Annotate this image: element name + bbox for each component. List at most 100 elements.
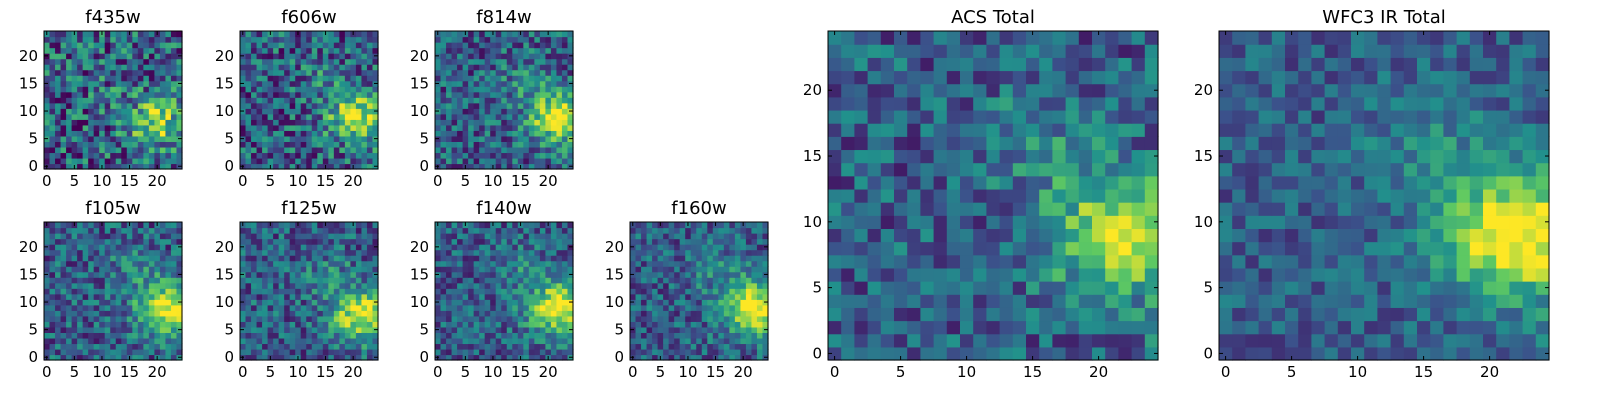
heatmap-cell [284, 124, 291, 131]
heatmap-cell [132, 343, 139, 350]
heatmap-cell [1078, 346, 1093, 361]
heatmap-cell [523, 238, 530, 245]
heatmap-cell [44, 255, 51, 262]
heatmap-cell [278, 58, 285, 65]
heatmap-cell [344, 108, 351, 115]
heatmap-cell [986, 162, 1001, 177]
heatmap-cell [126, 304, 133, 311]
heatmap-cell [154, 326, 161, 333]
heatmap-cell [646, 266, 653, 273]
heatmap-cell [273, 31, 280, 38]
heatmap-cell [60, 47, 67, 54]
heatmap-cell [240, 152, 247, 159]
heatmap-cell [479, 282, 486, 289]
heatmap-cell [317, 271, 324, 278]
heatmap-cell [126, 36, 133, 43]
heatmap-cell [630, 238, 637, 245]
heatmap-cell [630, 277, 637, 284]
heatmap-cell [1144, 281, 1159, 295]
heatmap-cell [361, 244, 368, 251]
heatmap-cell [317, 227, 324, 234]
heatmap-cell [490, 42, 497, 49]
heatmap-cell [473, 86, 480, 93]
heatmap-cell [986, 281, 1001, 295]
heatmap-cell [468, 227, 475, 234]
heatmap-cell [534, 36, 541, 43]
heatmap-cell [104, 91, 111, 98]
heatmap-cell [126, 343, 133, 350]
heatmap-cell [121, 86, 128, 93]
heatmap-cell [77, 310, 84, 317]
heatmap-cell [344, 271, 351, 278]
heatmap-cell [723, 348, 730, 356]
heatmap-cell [339, 337, 346, 345]
heatmap-cell [451, 124, 458, 131]
heatmap-cell [446, 299, 453, 306]
heatmap-cell [506, 244, 513, 251]
heatmap-cell [132, 260, 139, 267]
heatmap-cell [148, 58, 155, 65]
heatmap-cell [1131, 294, 1146, 308]
heatmap-cell [933, 320, 948, 335]
heatmap-cell [99, 299, 106, 306]
heatmap-cell [170, 163, 178, 170]
heatmap-cell [556, 86, 563, 93]
heatmap-cell [690, 332, 697, 339]
heatmap-cell [88, 75, 95, 82]
heatmap-cell [679, 288, 686, 295]
heatmap-cell [121, 163, 128, 170]
heatmap-cell [751, 271, 758, 278]
heatmap-cell [121, 47, 128, 54]
heatmap-cell [165, 310, 172, 317]
heatmap-cell [490, 244, 497, 251]
heatmap-cell [920, 294, 935, 308]
heatmap-cell [440, 36, 447, 43]
heatmap-cell [44, 141, 51, 148]
heatmap-cell [284, 321, 291, 328]
heatmap-cell [663, 277, 670, 284]
heatmap-cell [267, 102, 274, 109]
heatmap-cell [484, 75, 491, 82]
heatmap-cell [333, 299, 340, 306]
heatmap-cell [165, 69, 172, 76]
heatmap-cell [143, 354, 150, 361]
heatmap-cell [740, 299, 747, 306]
heatmap-cell [306, 233, 313, 240]
heatmap-cell [479, 266, 486, 273]
heatmap-cell [712, 277, 719, 284]
heatmap-cell [317, 86, 324, 93]
heatmap-cell [451, 152, 458, 159]
heatmap-cell [854, 333, 869, 348]
heatmap-cell [457, 31, 464, 38]
heatmap-cell [528, 135, 535, 142]
heatmap-cell [154, 348, 161, 356]
heatmap-cell [126, 64, 133, 71]
heatmap-cell [556, 69, 563, 76]
heatmap-cell [473, 130, 480, 137]
heatmap-cell [729, 238, 736, 245]
heatmap-cell [88, 80, 95, 87]
heatmap-cell [361, 113, 368, 120]
heatmap-cell [93, 348, 100, 356]
heatmap-cell [240, 321, 247, 328]
heatmap-cell [355, 80, 363, 87]
heatmap-cell [82, 315, 89, 322]
heatmap-cell [251, 315, 258, 322]
heatmap-cell [718, 233, 725, 240]
heatmap-cell [523, 124, 530, 131]
heatmap-cell [306, 135, 313, 142]
heatmap-cell [561, 108, 569, 115]
heatmap-cell [256, 222, 263, 229]
heatmap-cell [517, 86, 524, 93]
heatmap-cell [278, 299, 285, 306]
heatmap-cell [446, 97, 453, 104]
heatmap-cell [556, 293, 563, 300]
heatmap-cell [685, 315, 692, 322]
heatmap-cell [93, 315, 100, 322]
heatmap-cell [104, 348, 111, 356]
heatmap-cell [723, 249, 730, 256]
heatmap-cell [273, 86, 280, 93]
heatmap-cell [539, 141, 546, 148]
heatmap-cell [344, 69, 351, 76]
heatmap-cell [473, 255, 480, 262]
